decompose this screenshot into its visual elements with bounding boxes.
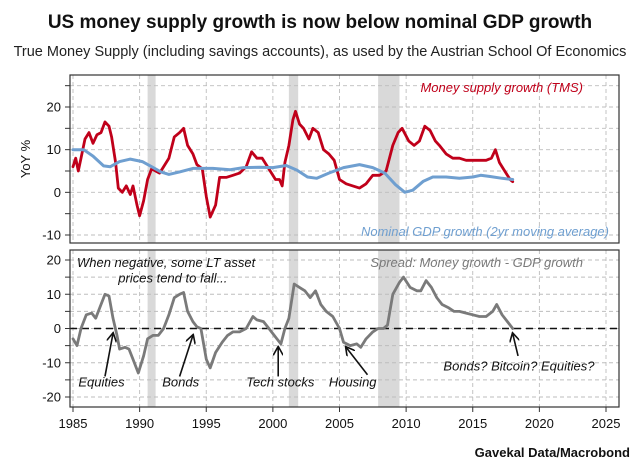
annotation-label: prices tend to fall... xyxy=(117,270,227,285)
recession-band xyxy=(147,75,156,243)
legend-label: Nominal GDP growth (2yr moving average) xyxy=(361,224,609,239)
series-line-spread-money-growth-gdp-growth xyxy=(71,275,515,375)
x-tick-label: 2005 xyxy=(325,416,354,431)
x-tick-label: 2010 xyxy=(392,416,421,431)
x-tick-label: 1990 xyxy=(125,416,154,431)
y-axis-title: YoY % xyxy=(18,139,33,178)
recession-band xyxy=(147,250,156,407)
y-tick-label: 20 xyxy=(47,100,61,115)
source-credit: Gavekal Data/Macrobond xyxy=(474,445,630,460)
chart-subtitle: True Money Supply (including savings acc… xyxy=(13,44,627,60)
recession-band xyxy=(288,250,299,407)
legend-label: Money supply growth (TMS) xyxy=(420,80,583,95)
y-tick-label: -10 xyxy=(42,228,61,243)
y-tick-label: -10 xyxy=(42,355,61,370)
annotation-arrow xyxy=(104,334,113,377)
annotation-label: Bonds xyxy=(162,375,199,390)
series-line-nominal-gdp-growth-2yr-moving-average xyxy=(71,148,515,194)
recession-band xyxy=(288,75,299,243)
chart-title: US money supply growth is now below nomi… xyxy=(47,12,593,33)
x-tick-label: 1995 xyxy=(192,416,221,431)
annotation-arrow xyxy=(513,334,518,357)
y-tick-label: 0 xyxy=(54,321,61,336)
annotation-arrow xyxy=(178,335,193,377)
y-tick-label: 20 xyxy=(47,253,61,268)
annotation-arrow xyxy=(346,347,369,376)
y-tick-label: 0 xyxy=(54,185,61,200)
x-tick-label: 2015 xyxy=(458,416,487,431)
legend-label: Spread: Money growth - GDP growth xyxy=(370,255,583,270)
annotation-label: Equities xyxy=(78,375,125,390)
y-tick-label: -20 xyxy=(42,390,61,405)
annotation-label: Tech stocks xyxy=(246,375,315,390)
top-panel: 20 10 0 -10 Money supply growth (TMS) Nominal… xyxy=(42,74,620,244)
y-tick-label: 10 xyxy=(47,142,61,157)
y-tick-label: 10 xyxy=(47,287,61,302)
annotation-label: Housing xyxy=(329,375,377,390)
x-tick-label: 2000 xyxy=(258,416,287,431)
x-tick-label: 2020 xyxy=(525,416,554,431)
annotation-label: Bonds? Bitcoin? Equities? xyxy=(443,359,595,374)
x-tick-label: 2025 xyxy=(592,416,621,431)
x-tick-label: 1985 xyxy=(59,416,88,431)
annotation-label: When negative, some LT asset xyxy=(77,255,257,270)
panel-frame xyxy=(69,74,620,244)
series-line-money-supply-growth-tms xyxy=(71,109,515,219)
